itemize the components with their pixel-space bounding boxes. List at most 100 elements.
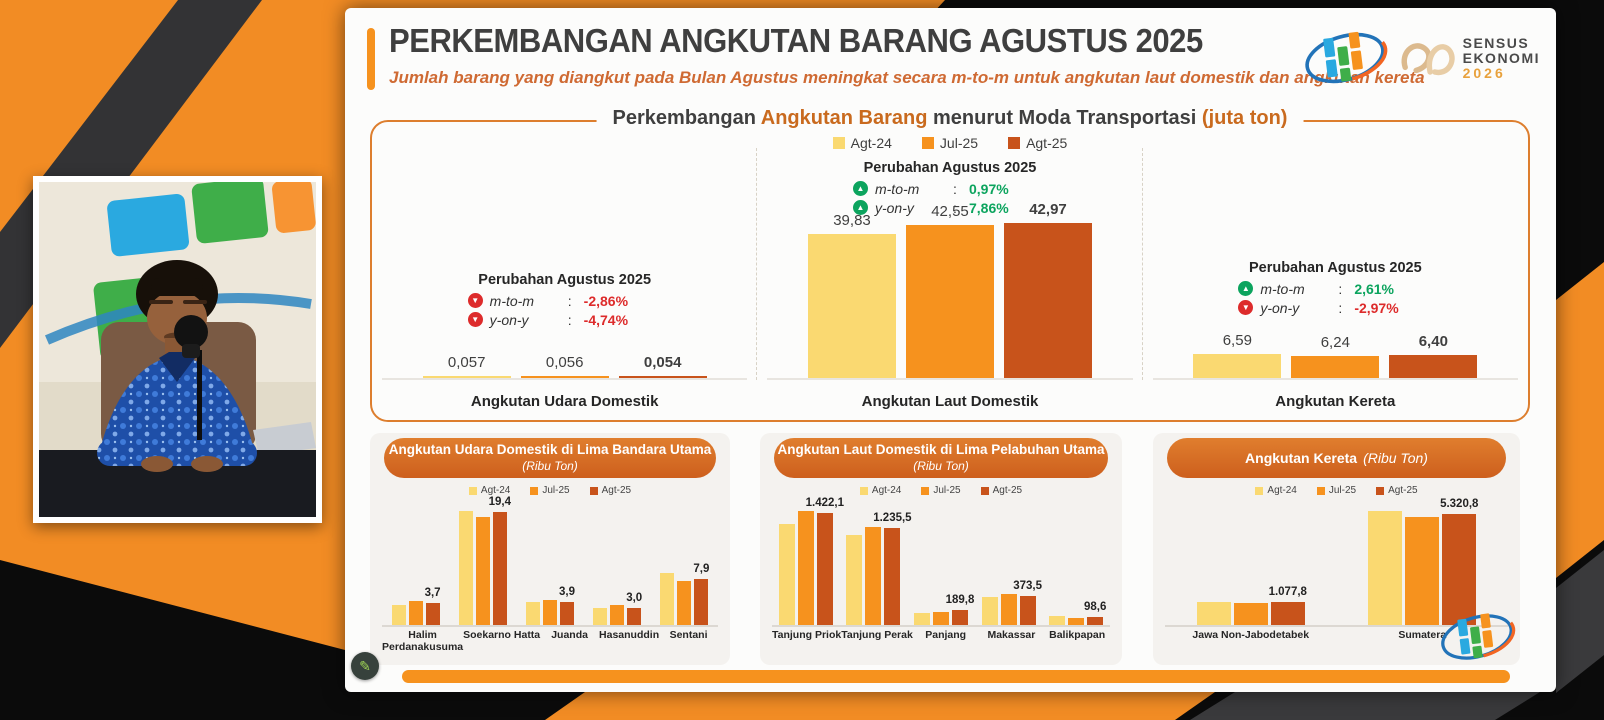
panel-bandara: Angkutan Udara Domestik di Lima Bandara … xyxy=(370,433,730,665)
pelabuhan-categories: Tanjung Priok Tanjung Perak Panjang Makassa… xyxy=(772,629,1110,641)
up-arrow-icon: ▲ xyxy=(852,181,868,196)
presentation-slide: PERKEMBANGAN ANGKUTAN BARANG AGUSTUS 202… xyxy=(345,8,1556,692)
annotate-pencil-button[interactable]: ✎ xyxy=(351,652,379,680)
up-arrow-icon: ▲ xyxy=(1238,281,1254,296)
bar-Agt-25: 1.235,5 xyxy=(873,512,912,625)
bar-Agt-24 xyxy=(391,605,406,625)
bar-group-2: 19,4 xyxy=(449,496,516,625)
legend-swatch-agt25 xyxy=(980,486,989,495)
category-label: Halim Perdanakusuma xyxy=(382,629,464,653)
bar-Jul-25 xyxy=(543,600,557,625)
pelabuhan-bars: 1.422,1 1.235,5 189,8 373,5 98,6 xyxy=(772,497,1110,627)
main-chart-legend: Agt-24 Jul-25 Agt-25 xyxy=(372,135,1528,151)
category-label: Angkutan Udara Domestik xyxy=(470,393,659,410)
bars-angkutan-laut: 39,83 42,55 42,97 xyxy=(767,158,1133,380)
title-accent-bar xyxy=(367,28,375,90)
legend-label: Jul-25 xyxy=(939,135,979,151)
panel-kereta-header: Angkutan Kereta (Ribu Ton) xyxy=(1167,438,1506,478)
bar-Agt-25: 98,6 xyxy=(1084,601,1106,625)
bar-Agt-24 xyxy=(913,613,930,625)
bar-Agt-24 xyxy=(526,601,540,625)
bar-value-label: 373,5 xyxy=(1013,579,1042,592)
bar-Jul-25 xyxy=(932,612,949,625)
category-label: Angkutan Laut Domestik xyxy=(861,393,1039,410)
bar-value-label: 3,9 xyxy=(559,586,575,599)
bar-group-3: 189,8 xyxy=(907,594,975,625)
bar-Agt-24 xyxy=(458,511,473,625)
category-label: Jawa Non-Jabodetabek xyxy=(1192,629,1310,641)
bar-group-2: 5.320,8 xyxy=(1337,498,1509,625)
main-chart-title: Perkembangan Angkutan Barang menurut Mod… xyxy=(596,107,1304,130)
kereta-bars: 1.077,8 5.320,8 xyxy=(1165,498,1509,627)
bar-Jul-25 xyxy=(1233,603,1268,625)
legend-swatch-agt24 xyxy=(1255,486,1264,495)
bar-value-label: 39,83 xyxy=(833,212,871,230)
category-label: Tanjung Perak xyxy=(841,629,913,641)
bars-angkutan-udara: 0,057 0,056 0,054 xyxy=(382,158,748,380)
bar-Jul-25 xyxy=(475,516,490,625)
bar-Agt-25: 5.320,8 xyxy=(1440,498,1478,625)
bar-value-label: 1.422,1 xyxy=(805,497,844,510)
bar-value-label: 98,6 xyxy=(1083,601,1107,614)
legend-swatch-jul25 xyxy=(1316,486,1325,495)
bar-Jul-25 xyxy=(1068,618,1085,625)
bar-group-3: 3,9 xyxy=(516,586,583,625)
bar-value-label: 1.235,5 xyxy=(873,511,912,524)
bar-Agt-25: 3,7 xyxy=(425,587,441,625)
bar-Jul-25 xyxy=(610,605,625,625)
bar-group-2: 1.235,5 xyxy=(840,512,912,625)
bar-group-1: 3,7 xyxy=(382,587,449,625)
legend-swatch-agt25 xyxy=(589,486,598,495)
up-arrow-icon: ▲ xyxy=(852,200,868,215)
bar-Jul-25: 6,24 xyxy=(1291,334,1380,378)
bar-Agt-24 xyxy=(593,608,608,625)
bar-group-4: 373,5 xyxy=(975,580,1043,625)
category-label: Tanjung Priok xyxy=(772,629,842,641)
legend-swatch-agt24 xyxy=(832,137,845,149)
down-arrow-icon: ▼ xyxy=(467,293,483,308)
bar-group-1: 1.077,8 xyxy=(1165,586,1337,625)
bar-Agt-24 xyxy=(981,597,998,625)
bar-Jul-25: 42,55 xyxy=(905,203,994,378)
bar-Agt-25: 3,0 xyxy=(626,592,642,625)
bar-group-4: 3,0 xyxy=(584,592,651,625)
legend-label: Agt-25 xyxy=(1026,135,1068,151)
bar-Agt-24 xyxy=(846,535,863,625)
category-label: Sentani xyxy=(669,629,708,641)
bar-value-label: 0,057 xyxy=(447,354,486,371)
bar-Agt-25: 19,4 xyxy=(489,496,511,625)
legend-swatch-jul25 xyxy=(530,486,539,495)
bars-angkutan-kereta: 6,59 6,24 6,40 xyxy=(1152,158,1518,380)
category-label: Sumatera xyxy=(1398,629,1447,641)
bar-group-5: 98,6 xyxy=(1042,601,1110,625)
bps-watermark-logo xyxy=(1441,613,1516,660)
bar-value-label: 42,97 xyxy=(1029,201,1067,218)
panel-bandara-legend: Agt-24 Jul-25 Agt-25 xyxy=(370,485,730,496)
panel-pelabuhan: Angkutan Laut Domestik di Lima Pelabuhan… xyxy=(760,433,1122,665)
bar-Agt-25: 3,9 xyxy=(559,586,575,625)
panel-bandara-header: Angkutan Udara Domestik di Lima Bandara … xyxy=(384,438,716,478)
down-arrow-icon: ▼ xyxy=(1238,300,1254,315)
bar-Jul-25: 0,056 xyxy=(520,354,609,378)
bar-value-label: 189,8 xyxy=(945,594,975,607)
sensus-glyph-icon xyxy=(1401,43,1455,76)
bar-Agt-25: 0,054 xyxy=(618,354,707,378)
change-box-laut: Perubahan Agustus 2025 ▲ m-to-m:0,97% ▲ y-… xyxy=(825,160,1075,217)
bar-group-5: 7,9 xyxy=(651,563,718,625)
legend-swatch-agt25 xyxy=(1376,486,1385,495)
page-subtitle: Jumlah barang yang diangkut pada Bulan A… xyxy=(389,68,1425,87)
sensus-line2: EKONOMI xyxy=(1462,49,1540,66)
bar-value-label: 5.320,8 xyxy=(1440,497,1479,510)
panel-kereta-legend: Agt-24 Jul-25 Agt-25 xyxy=(1153,485,1520,496)
category-label: Makassar xyxy=(987,629,1036,641)
bar-value-label: 42,55 xyxy=(931,202,969,220)
bar-Agt-24 xyxy=(1368,511,1403,625)
bar-value-label: 1.077,8 xyxy=(1268,586,1307,599)
bar-Agt-24 xyxy=(1049,615,1066,625)
category-label: Angkutan Kereta xyxy=(1275,393,1396,410)
bar-Jul-25 xyxy=(408,601,423,625)
speaker-video-feed xyxy=(33,176,322,523)
bar-value-label: 6,59 xyxy=(1222,332,1252,350)
bar-Agt-24: 6,59 xyxy=(1193,332,1282,378)
kereta-categories: Jawa Non-Jabodetabek Sumatera xyxy=(1165,629,1508,641)
